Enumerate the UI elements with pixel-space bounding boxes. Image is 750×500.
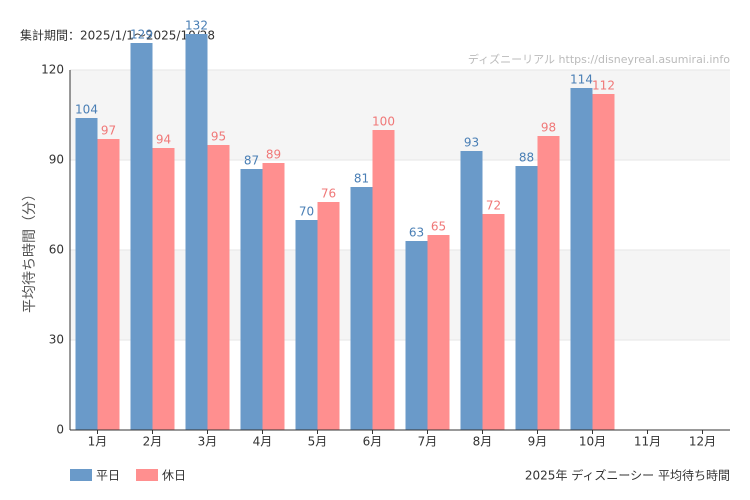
data-label: 97 [101, 124, 116, 138]
x-tick-label: 10月 [579, 435, 606, 449]
data-label: 87 [244, 154, 259, 168]
x-tick-label: 4月 [253, 435, 273, 449]
bar [130, 43, 153, 430]
bar [350, 187, 373, 430]
bar [537, 136, 560, 430]
bar [405, 241, 428, 430]
data-label: 132 [185, 19, 208, 33]
x-tick-label: 7月 [418, 435, 438, 449]
x-tick-label: 2月 [143, 435, 163, 449]
data-label: 129 [130, 28, 153, 42]
y-tick-label: 90 [49, 153, 64, 167]
data-label: 76 [321, 187, 336, 201]
bar [592, 94, 615, 430]
y-tick-label: 60 [49, 243, 64, 257]
plot-band [70, 250, 730, 340]
bar [427, 235, 450, 430]
legend-label: 平日 [96, 469, 120, 483]
data-label: 81 [354, 172, 369, 186]
y-tick-label: 0 [56, 423, 64, 437]
data-label: 98 [541, 121, 556, 135]
plot-band [70, 70, 730, 160]
data-label: 112 [592, 79, 615, 93]
bar [185, 34, 208, 430]
y-tick-label: 30 [49, 333, 64, 347]
data-label: 93 [464, 136, 479, 150]
data-label: 94 [156, 133, 171, 147]
x-tick-label: 9月 [528, 435, 548, 449]
data-label: 104 [75, 103, 98, 117]
data-label: 95 [211, 130, 226, 144]
chart-subtitle: 集計期間：2025/1/1～2025/10/28 [20, 28, 215, 43]
bar [317, 202, 340, 430]
data-label: 72 [486, 199, 501, 213]
x-tick-label: 8月 [473, 435, 493, 449]
bar [75, 118, 98, 430]
bar [482, 214, 505, 430]
legend-swatch [136, 469, 159, 481]
y-axis-label: 平均待ち時間（分） [22, 187, 38, 313]
x-tick-label: 1月 [88, 435, 108, 449]
legend-label: 休日 [162, 469, 186, 483]
x-tick-label: 5月 [308, 435, 328, 449]
x-tick-label: 3月 [198, 435, 218, 449]
bar [262, 163, 285, 430]
source: ディズニーリアル https://disneyreal.asumirai.inf… [468, 52, 730, 66]
legend-swatch [70, 469, 92, 481]
bar [372, 130, 395, 430]
bar [152, 148, 175, 430]
bar [515, 166, 538, 430]
data-label: 100 [372, 115, 395, 129]
bar [570, 88, 593, 430]
y-tick-label: 120 [41, 63, 64, 77]
bar [207, 145, 230, 430]
data-label: 65 [431, 220, 446, 234]
bar [97, 139, 120, 430]
bar [240, 169, 263, 430]
x-tick-label: 11月 [634, 435, 661, 449]
bar [460, 151, 483, 430]
x-tick-label: 12月 [689, 435, 716, 449]
data-label: 89 [266, 148, 281, 162]
data-label: 63 [409, 226, 424, 240]
chart-title: 2025年 ディズニーシー 平均待ち時間 [525, 468, 730, 483]
data-label: 70 [299, 205, 314, 219]
x-tick-label: 6月 [363, 435, 383, 449]
data-label: 114 [570, 73, 593, 87]
bar [295, 220, 318, 430]
data-label: 88 [519, 151, 534, 165]
